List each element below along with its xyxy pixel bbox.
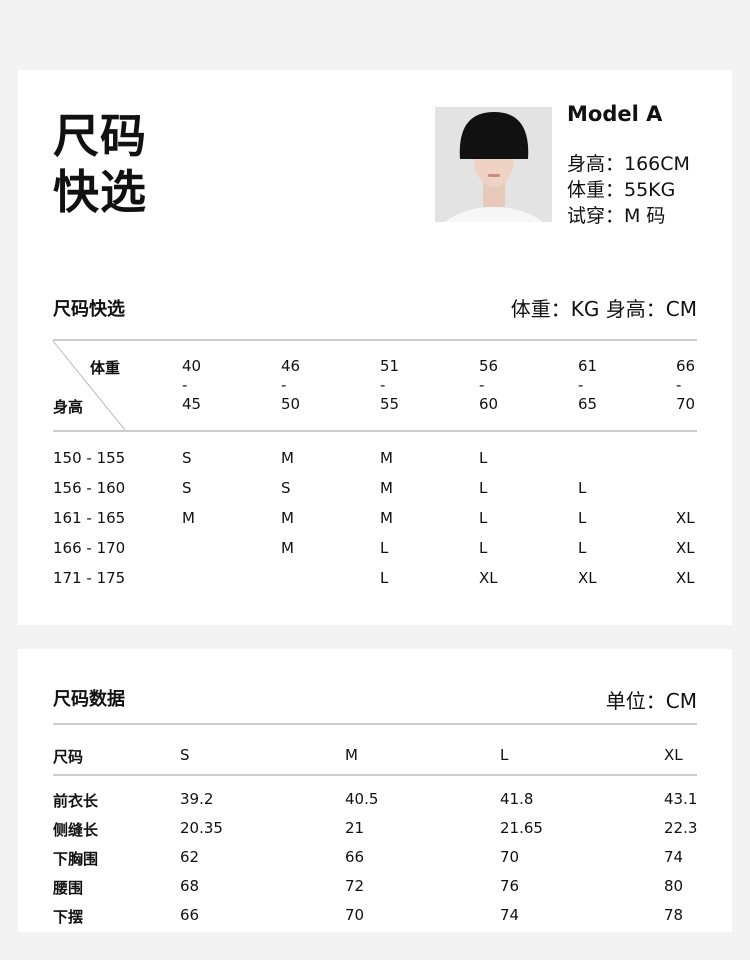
model-photo (435, 107, 552, 222)
weight-range-dash: - (479, 376, 485, 394)
size-cell: XL (578, 569, 597, 587)
measure-value: 74 (664, 848, 684, 866)
weight-range-from: 61 (578, 357, 598, 375)
weight-range-dash: - (182, 376, 188, 394)
divider (53, 774, 697, 776)
measure-value: 72 (345, 877, 365, 895)
height-range: 171 - 175 (53, 569, 126, 587)
size-cell: L (578, 509, 587, 527)
measure-value: 68 (180, 877, 200, 895)
column-header: XL (664, 746, 683, 764)
data-section-title: 尺码数据 (53, 689, 125, 710)
data-units: 单位：CM (605, 689, 697, 713)
weight-range-to: 65 (578, 395, 598, 413)
diagonal-divider (53, 341, 126, 430)
weight-range-to: 45 (182, 395, 202, 413)
measure-label: 侧缝长 (53, 821, 99, 839)
measure-value: 43.1 (664, 790, 698, 808)
measure-value: 41.8 (500, 790, 534, 808)
size-cell: XL (479, 569, 498, 587)
weight-range-from: 40 (182, 357, 202, 375)
divider (53, 723, 697, 725)
quick-units: 体重：KG 身高：CM (510, 297, 697, 321)
size-cell: S (182, 479, 192, 497)
size-cell: L (479, 479, 488, 497)
size-cell: L (479, 509, 488, 527)
divider (53, 430, 697, 432)
height-range: 150 - 155 (53, 449, 126, 467)
size-cell: L (578, 539, 587, 557)
measure-value: 21.65 (500, 819, 543, 837)
weight-range-to: 50 (281, 395, 301, 413)
corner-height-label: 身高 (53, 398, 84, 416)
divider (53, 339, 697, 341)
model-weight: 体重：55KG (567, 179, 676, 201)
hero-title-line2: 快选 (53, 165, 147, 219)
quick-size-card: 尺码 快选 Model A 身高：166CM 体重：55KG 试穿：M 码 尺码… (18, 70, 732, 625)
measure-value: 70 (500, 848, 520, 866)
measure-value: 76 (500, 877, 520, 895)
size-cell: L (479, 539, 488, 557)
measure-value: 66 (345, 848, 365, 866)
measure-label: 下摆 (53, 908, 84, 926)
weight-range-from: 66 (676, 357, 696, 375)
weight-range-to: 55 (380, 395, 400, 413)
weight-range-dash: - (380, 376, 386, 394)
model-name: Model A (567, 102, 663, 126)
measure-value: 66 (180, 906, 200, 924)
corner-weight-label: 体重 (90, 359, 121, 377)
measure-label: 腰围 (53, 879, 84, 897)
size-cell: M (380, 449, 393, 467)
size-cell: L (578, 479, 587, 497)
measure-value: 70 (345, 906, 365, 924)
weight-range-dash: - (578, 376, 584, 394)
measure-value: 80 (664, 877, 684, 895)
size-cell: M (281, 539, 294, 557)
measure-value: 20.35 (180, 819, 223, 837)
height-range: 166 - 170 (53, 539, 126, 557)
column-header: S (180, 746, 190, 764)
size-cell: M (380, 479, 393, 497)
size-data-card: 尺码数据 单位：CM 尺码 S M L XL 前衣长 39.2 40.5 41.8 43.1 侧缝长… (18, 649, 732, 932)
weight-range-from: 46 (281, 357, 301, 375)
measure-value: 40.5 (345, 790, 379, 808)
model-height: 身高：166CM (567, 153, 690, 175)
size-cell: M (281, 449, 294, 467)
hero-title-line1: 尺码 (53, 109, 147, 163)
height-range: 161 - 165 (53, 509, 126, 527)
model-tried-size: 试穿：M 码 (567, 205, 666, 227)
size-cell: L (479, 449, 488, 467)
measure-value: 22.3 (664, 819, 698, 837)
measure-value: 39.2 (180, 790, 214, 808)
measure-value: 74 (500, 906, 520, 924)
size-cell: XL (676, 569, 695, 587)
size-cell: S (182, 449, 192, 467)
size-cell: L (380, 539, 389, 557)
weight-range-to: 60 (479, 395, 499, 413)
quick-section-title: 尺码快选 (53, 299, 125, 320)
weight-range-from: 51 (380, 357, 400, 375)
column-header: 尺码 (53, 748, 84, 766)
column-header: L (500, 746, 509, 764)
size-cell: S (281, 479, 291, 497)
weight-range-dash: - (281, 376, 287, 394)
weight-range-dash: - (676, 376, 682, 394)
measure-label: 下胸围 (53, 850, 99, 868)
measure-label: 前衣长 (53, 792, 99, 810)
size-cell: M (281, 509, 294, 527)
size-cell: M (380, 509, 393, 527)
weight-range-to: 70 (676, 395, 696, 413)
size-cell: M (182, 509, 195, 527)
size-cell: XL (676, 509, 695, 527)
size-cell: L (380, 569, 389, 587)
size-cell: XL (676, 539, 695, 557)
height-range: 156 - 160 (53, 479, 126, 497)
measure-value: 78 (664, 906, 684, 924)
column-header: M (345, 746, 358, 764)
measure-value: 21 (345, 819, 365, 837)
weight-range-from: 56 (479, 357, 499, 375)
measure-value: 62 (180, 848, 200, 866)
